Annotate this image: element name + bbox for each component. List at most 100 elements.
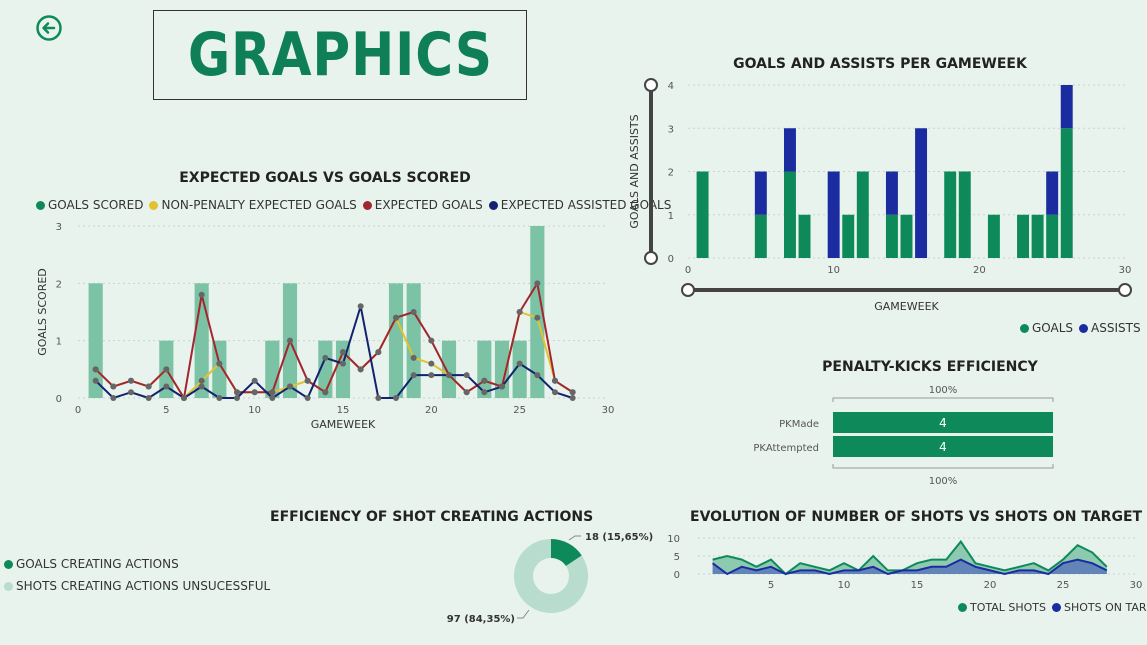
goals-bar bbox=[212, 340, 227, 398]
data-point bbox=[393, 314, 399, 321]
legend-item-goals-scored[interactable]: GOALS SCORED bbox=[36, 198, 143, 212]
legend-marker-icon bbox=[1020, 323, 1029, 333]
legend-marker-icon bbox=[4, 559, 13, 569]
y-axis-label: GOALS SCORED bbox=[36, 268, 49, 356]
y-tick-label: 0 bbox=[674, 570, 680, 581]
data-point bbox=[304, 395, 311, 401]
data-point bbox=[410, 354, 417, 361]
x-tick-label: 20 bbox=[425, 405, 438, 416]
assists-bar bbox=[915, 128, 928, 258]
goals-bar bbox=[441, 340, 457, 398]
data-point bbox=[463, 372, 470, 379]
assists-bar bbox=[1060, 85, 1073, 129]
x-tick-label: 30 bbox=[1119, 265, 1132, 276]
pk-bar-value: 4 bbox=[939, 440, 947, 454]
legend-item-total-shots[interactable]: TOTAL SHOTS bbox=[958, 601, 1046, 614]
y-tick-label: 5 bbox=[674, 552, 680, 563]
series-line bbox=[94, 305, 573, 400]
legend-item-shots-on-target[interactable]: SHOTS ON TARGET bbox=[1052, 601, 1147, 614]
x-tick-label: 10 bbox=[838, 580, 851, 591]
data-point bbox=[128, 389, 134, 396]
ga-chart-title: GOALS AND ASSISTS PER GAMEWEEK bbox=[733, 56, 1027, 72]
shots-chart: 0 5 10 5 10 15 20 25 30 bbox=[667, 534, 1142, 591]
data-point bbox=[428, 337, 435, 344]
ga-chart: 0 1 2 3 4 0 10 20 30 GOALS AND ASSISTS GAMEWEEK bbox=[628, 78, 1132, 313]
goals-bar bbox=[944, 171, 957, 258]
data-point bbox=[269, 389, 276, 396]
x-tick-label: 20 bbox=[973, 265, 986, 276]
pk-bracket-bottom bbox=[832, 464, 1054, 469]
pk-category-label: PKMade bbox=[779, 419, 819, 430]
y-tick-label: 3 bbox=[668, 124, 674, 135]
y-tick-label: 1 bbox=[668, 211, 674, 222]
x-tick-label: 25 bbox=[513, 405, 526, 416]
y-tick-label: 0 bbox=[56, 394, 62, 405]
x-tick-label: 10 bbox=[827, 265, 840, 276]
x-slider-handle-left bbox=[681, 283, 695, 297]
data-point bbox=[375, 349, 382, 356]
legend-item-xag[interactable]: EXPECTED ASSISTED GOALS bbox=[488, 198, 672, 212]
data-point bbox=[198, 377, 205, 384]
goals-bar bbox=[754, 214, 767, 258]
data-point bbox=[357, 366, 364, 373]
data-point bbox=[110, 383, 117, 390]
legend-label: TOTAL SHOTS bbox=[970, 601, 1047, 614]
back-arrow-icon bbox=[36, 15, 62, 41]
legend-item-goals[interactable]: GOALS bbox=[1020, 321, 1073, 335]
goals-bar bbox=[842, 214, 855, 258]
data-point bbox=[163, 366, 170, 373]
x-tick-label: 20 bbox=[984, 580, 997, 591]
pk-bottom-percent: 100% bbox=[929, 476, 958, 487]
y-tick-label: 4 bbox=[668, 81, 674, 92]
pk-chart-title: PENALTY-KICKS EFFICIENCY bbox=[822, 359, 1038, 375]
data-point bbox=[446, 372, 452, 379]
pk-bar bbox=[833, 436, 1053, 457]
legend-item-shots-unsuccessful[interactable]: SHOTS CREATING ACTIONS UNSUCESSFUL bbox=[4, 579, 270, 593]
series-line bbox=[712, 539, 1108, 576]
legend-item-xg[interactable]: EXPECTED GOALS bbox=[362, 198, 483, 212]
pk-bar bbox=[833, 412, 1053, 433]
legend-item-assists[interactable]: ASSISTS bbox=[1079, 321, 1141, 335]
assists-bar bbox=[827, 171, 840, 258]
data-point bbox=[534, 372, 541, 379]
goals-bar bbox=[1031, 214, 1044, 258]
legend-label: EXPECTED ASSISTED GOALS bbox=[500, 198, 672, 212]
data-point bbox=[569, 395, 576, 401]
donut-slice bbox=[514, 539, 588, 613]
assists-bar bbox=[1046, 171, 1059, 215]
legend-label: ASSISTS bbox=[1091, 321, 1141, 335]
data-point bbox=[375, 395, 382, 401]
data-point bbox=[198, 291, 205, 298]
assists-bar bbox=[885, 171, 898, 215]
legend-item-goals-creating[interactable]: GOALS CREATING ACTIONS bbox=[4, 557, 179, 571]
x-axis-label: GAMEWEEK bbox=[874, 300, 939, 313]
goals-bar bbox=[900, 214, 913, 258]
goals-bar bbox=[530, 226, 545, 398]
data-point bbox=[322, 389, 329, 396]
sca-chart: 18 (15,65%) 97 (84,35%) bbox=[447, 532, 653, 624]
y-tick-label: 2 bbox=[668, 168, 674, 179]
data-point bbox=[216, 360, 223, 367]
x-tick-label: 25 bbox=[1057, 580, 1070, 591]
x-tick-label: 15 bbox=[337, 405, 350, 416]
data-point bbox=[322, 354, 329, 361]
x-axis-label: GAMEWEEK bbox=[311, 418, 376, 431]
xg-chart-title: EXPECTED GOALS VS GOALS SCORED bbox=[179, 170, 471, 186]
legend-marker-icon bbox=[4, 581, 13, 591]
goals-bar bbox=[798, 214, 811, 258]
goals-bar bbox=[1017, 214, 1030, 258]
legend-marker-icon bbox=[149, 200, 159, 210]
legend-item-npxg[interactable]: NON-PENALTY EXPECTED GOALS bbox=[149, 198, 357, 212]
goals-bar bbox=[1060, 128, 1073, 258]
goals-bar bbox=[987, 214, 1000, 258]
data-point bbox=[357, 303, 364, 310]
data-point bbox=[516, 360, 523, 367]
back-button[interactable] bbox=[35, 14, 63, 42]
data-point bbox=[234, 389, 240, 396]
assists-bar bbox=[754, 171, 767, 215]
pk-chart: 100% PKMade 4 PKAttempted 4 100% bbox=[753, 385, 1054, 487]
series-line bbox=[94, 280, 574, 401]
legend-marker-icon bbox=[362, 200, 372, 210]
sca-chart-title: EFFICIENCY OF SHOT CREATING ACTIONS bbox=[270, 509, 594, 525]
goals-bar bbox=[958, 171, 971, 258]
